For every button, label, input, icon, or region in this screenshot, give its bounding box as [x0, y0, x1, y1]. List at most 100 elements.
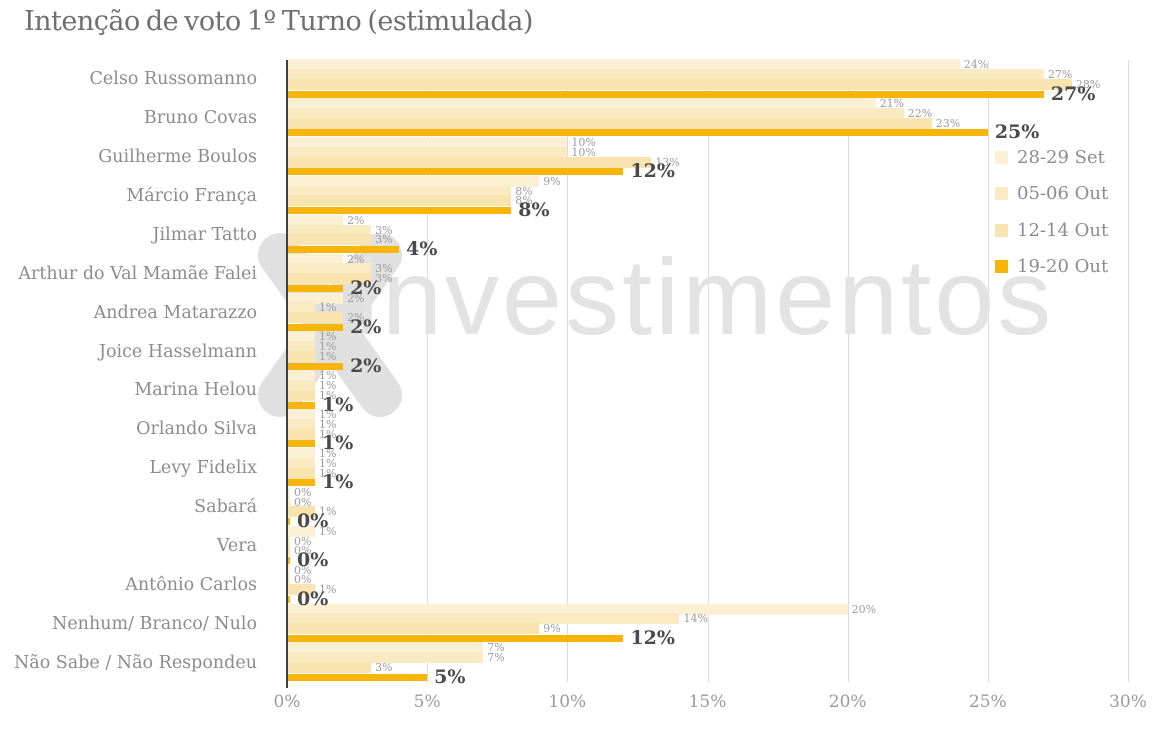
x-tick-label: 0%	[273, 692, 301, 712]
value-label: 3%	[375, 233, 393, 247]
bar	[287, 350, 316, 362]
bar	[287, 284, 344, 292]
bar	[287, 545, 290, 557]
value-label: 0%	[297, 549, 329, 572]
bar	[287, 673, 428, 681]
value-label: 0%	[297, 587, 329, 610]
value-label: 7%	[487, 641, 505, 655]
legend-label: 28-29 Set	[1017, 146, 1105, 168]
legend-item: 28-29 Set	[995, 139, 1108, 176]
x-tick-label: 5%	[413, 692, 441, 712]
bar	[287, 603, 848, 615]
gridline	[987, 60, 989, 682]
value-label: 0%	[297, 510, 329, 533]
bar	[287, 107, 904, 119]
category-label: Guilherme Boulos	[98, 147, 257, 168]
value-label: 21%	[879, 97, 905, 111]
value-label: 12%	[630, 160, 675, 183]
bar	[287, 246, 400, 254]
category-label: Sabará	[194, 497, 257, 518]
value-label: 27%	[1047, 68, 1073, 82]
value-label: 8%	[515, 194, 533, 208]
bar	[287, 129, 988, 137]
bar	[287, 518, 290, 526]
category-label: Marina Helou	[134, 380, 257, 401]
value-label: 20%	[851, 602, 877, 616]
x-tick-label: 20%	[828, 692, 867, 712]
legend-swatch-icon	[995, 223, 1008, 237]
bar	[287, 440, 316, 448]
value-label: 1%	[319, 417, 337, 431]
legend-swatch-icon	[995, 187, 1008, 201]
value-label: 1%	[319, 349, 337, 363]
value-label: 28%	[1075, 77, 1101, 91]
value-label: 4%	[406, 238, 438, 261]
value-label: 24%	[963, 58, 989, 72]
value-label: 5%	[434, 665, 466, 688]
value-label: 22%	[907, 106, 933, 120]
bar	[287, 448, 316, 460]
bar	[287, 525, 316, 537]
legend-swatch-icon	[995, 150, 1008, 164]
bar	[287, 389, 316, 401]
bar	[287, 486, 290, 498]
bar	[287, 613, 680, 625]
legend-item: 19-20 Out	[995, 249, 1108, 286]
category-label: Não Sabe / Não Respondeu	[13, 652, 257, 673]
value-label: 1%	[319, 524, 337, 538]
bar	[287, 634, 624, 642]
legend-label: 12-14 Out	[1017, 219, 1109, 241]
value-label: 1%	[322, 432, 354, 455]
value-label: 27%	[1050, 82, 1096, 105]
gridline	[847, 60, 849, 682]
bar	[287, 564, 290, 576]
value-label: 1%	[319, 301, 337, 315]
value-label: 13%	[655, 155, 680, 169]
bar	[287, 642, 484, 654]
bar	[287, 234, 372, 246]
bar	[287, 78, 1072, 90]
value-label: 14%	[683, 612, 708, 626]
category-label: Nenhum/ Branco/ Nulo	[52, 613, 257, 634]
legend-item: 12-14 Out	[995, 212, 1108, 249]
legend-swatch-icon	[995, 260, 1008, 274]
bar	[287, 557, 290, 565]
bar	[287, 156, 652, 168]
bar	[287, 496, 290, 508]
value-label: 0%	[294, 495, 312, 509]
value-label: 0%	[294, 563, 312, 577]
bar	[287, 574, 290, 586]
bar	[287, 418, 316, 430]
bar	[287, 90, 1044, 98]
value-label: 2%	[350, 315, 382, 338]
bar	[287, 506, 316, 518]
category-label: Levy Fidelix	[149, 458, 257, 479]
category-label: Joice Hasselmann	[98, 341, 257, 362]
category-label: Vera	[216, 535, 257, 556]
bar	[287, 428, 316, 440]
value-label: 1%	[319, 447, 337, 461]
category-label: Andrea Matarazzo	[93, 302, 257, 323]
bar	[287, 69, 1044, 81]
bar	[287, 584, 316, 596]
x-tick-label: 25%	[968, 692, 1007, 712]
value-label: 25%	[994, 121, 1040, 144]
bar	[287, 146, 568, 158]
value-label: 3%	[375, 660, 393, 674]
value-label: 9%	[543, 622, 561, 636]
bar	[287, 98, 876, 110]
value-label: 0%	[294, 573, 312, 587]
bar	[287, 207, 512, 215]
category-label: Arthur do Val Mamãe Falei	[18, 263, 257, 284]
value-label: 8%	[515, 184, 533, 198]
value-label: 1%	[319, 456, 337, 470]
legend-label: 19-20 Out	[1017, 256, 1109, 278]
bar	[287, 595, 290, 603]
bar	[287, 168, 624, 176]
value-label: 9%	[543, 174, 561, 188]
legend-item: 05-06 Out	[995, 176, 1108, 213]
gridline	[707, 60, 709, 682]
gridline	[1128, 60, 1129, 682]
legend: 28-29 Set 05-06 Out 12-14 Out 19-20 Out	[995, 139, 1108, 285]
